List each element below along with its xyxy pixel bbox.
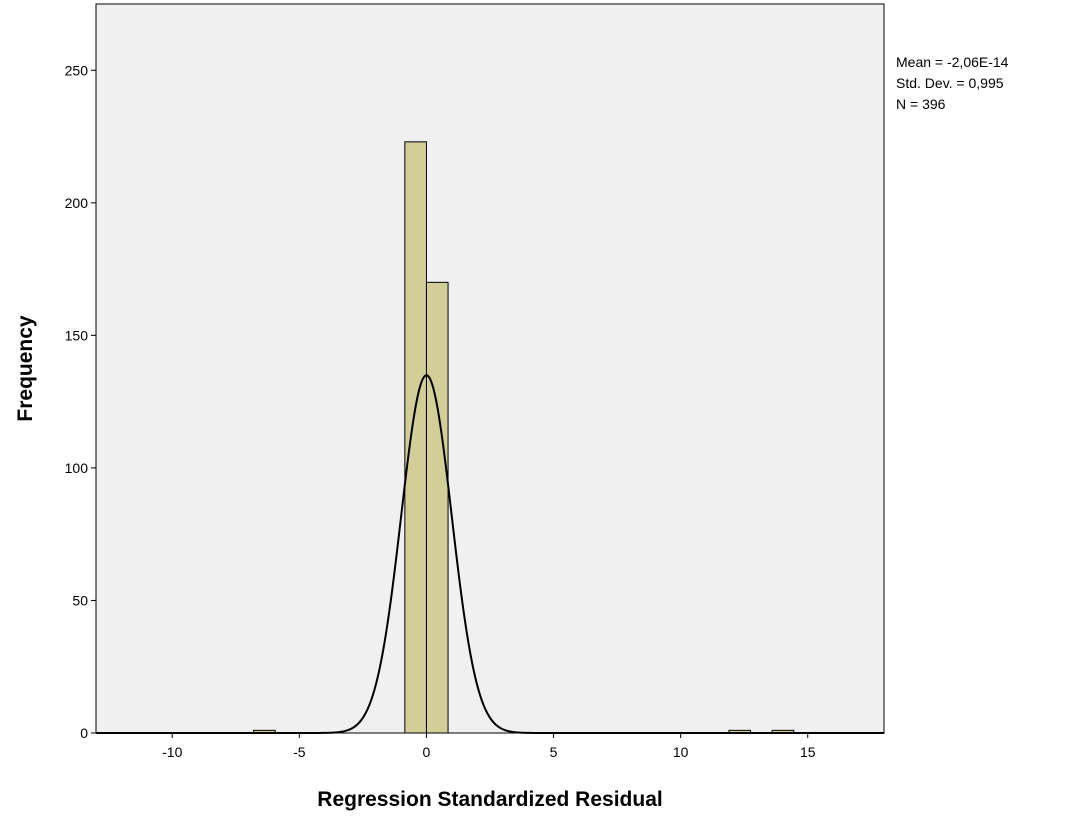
- x-axis-title: Regression Standardized Residual: [317, 788, 662, 811]
- y-tick-label: 250: [65, 62, 89, 78]
- x-tick-label: -5: [293, 744, 306, 760]
- x-tick-label: 10: [673, 744, 689, 760]
- y-axis-title: Frequency: [14, 315, 37, 422]
- plot-area: [95, 3, 885, 734]
- x-tick-label: -10: [162, 744, 182, 760]
- y-tick-label: 0: [80, 725, 88, 741]
- y-tick-label: 200: [65, 195, 89, 211]
- histogram-bar: [425, 281, 449, 734]
- y-axis: 0 50 100 150 200 250: [65, 62, 96, 741]
- x-tick-label: 5: [550, 744, 558, 760]
- x-tick-label: 15: [800, 744, 816, 760]
- stats-n: N = 396: [896, 96, 946, 112]
- stats-box: Mean = -2,06E-14 Std. Dev. = 0,995 N = 3…: [896, 54, 1009, 112]
- normal-curve: [96, 374, 884, 734]
- y-tick-label: 100: [65, 460, 89, 476]
- y-tick-label: 150: [65, 327, 89, 343]
- y-tick-label: 50: [72, 592, 88, 608]
- x-axis: -10 -5 0 5 10 15: [162, 733, 816, 760]
- stats-mean: Mean = -2,06E-14: [896, 54, 1009, 70]
- histogram-bar: [404, 141, 427, 734]
- bars: [253, 141, 795, 734]
- x-tick-label: 0: [423, 744, 431, 760]
- stats-std-dev: Std. Dev. = 0,995: [896, 75, 1004, 91]
